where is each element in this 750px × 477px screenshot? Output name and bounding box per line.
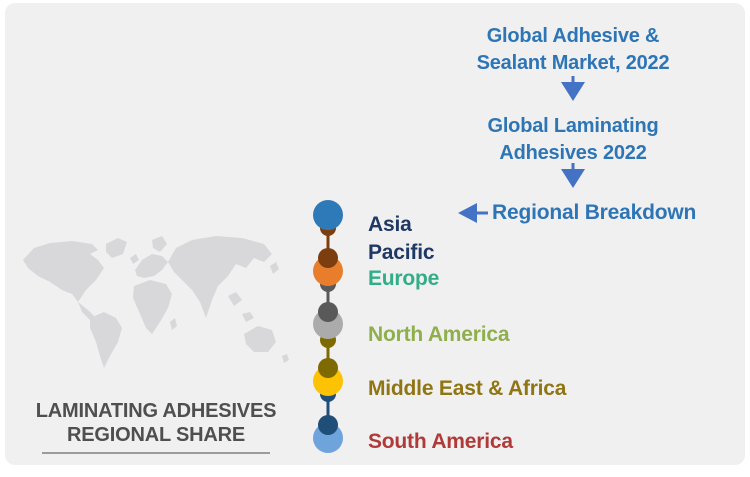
legend-title: LAMINATING ADHESIVES REGIONAL SHARE bbox=[35, 400, 277, 446]
flow-step-global-laminating-adhesives: Global Laminating Adhesives 2022 bbox=[487, 115, 659, 164]
continent-europe bbox=[135, 254, 168, 278]
region-label-asia-pacific: Asia Pacific bbox=[368, 213, 435, 264]
region-southeast-asia bbox=[228, 292, 242, 306]
left-arrow-shape bbox=[458, 203, 488, 223]
region-label-north-america: North America bbox=[368, 323, 510, 346]
island-uk bbox=[130, 254, 139, 264]
continent-north-america bbox=[23, 241, 104, 302]
background-panel bbox=[5, 3, 745, 465]
region-label-europe: Europe bbox=[368, 267, 440, 290]
continent-africa bbox=[133, 280, 172, 334]
flow-step-regional-breakdown: Regional Breakdown bbox=[492, 201, 697, 224]
continent-south-america bbox=[90, 312, 122, 368]
chain-cap-north-america bbox=[318, 302, 338, 322]
chain-cap-south-america bbox=[318, 415, 338, 435]
continent-scandinavia bbox=[152, 236, 167, 252]
region-chain bbox=[313, 200, 343, 453]
region-label-middle-east-africa: Middle East & Africa bbox=[368, 377, 567, 400]
down-arrow-icon bbox=[561, 76, 585, 101]
chain-cap-europe bbox=[318, 248, 338, 268]
continent-australia bbox=[244, 326, 276, 352]
chain-cap-middle-east-africa bbox=[318, 358, 338, 378]
world-map bbox=[23, 236, 289, 368]
left-arrow-icon bbox=[458, 203, 488, 223]
island-new-zealand bbox=[282, 354, 289, 363]
down-arrow-icon bbox=[561, 163, 585, 188]
continent-central-america bbox=[78, 302, 96, 320]
legend-underline bbox=[42, 452, 270, 454]
region-label-south-america: South America bbox=[368, 430, 513, 453]
region-circle-asia-pacific bbox=[313, 200, 343, 230]
continent-asia bbox=[168, 236, 272, 318]
continent-greenland bbox=[106, 238, 127, 258]
island-japan bbox=[270, 262, 279, 274]
down-arrow-shape bbox=[561, 163, 585, 188]
flow-step-global-adhesive-sealant: Global Adhesive & Sealant Market, 2022 bbox=[476, 25, 670, 74]
island-indonesia bbox=[242, 312, 254, 322]
down-arrow-shape bbox=[561, 76, 585, 101]
world-map-continents bbox=[23, 236, 289, 368]
legend-title-block: LAMINATING ADHESIVES REGIONAL SHARE bbox=[28, 399, 284, 454]
island-madagascar bbox=[170, 318, 177, 330]
